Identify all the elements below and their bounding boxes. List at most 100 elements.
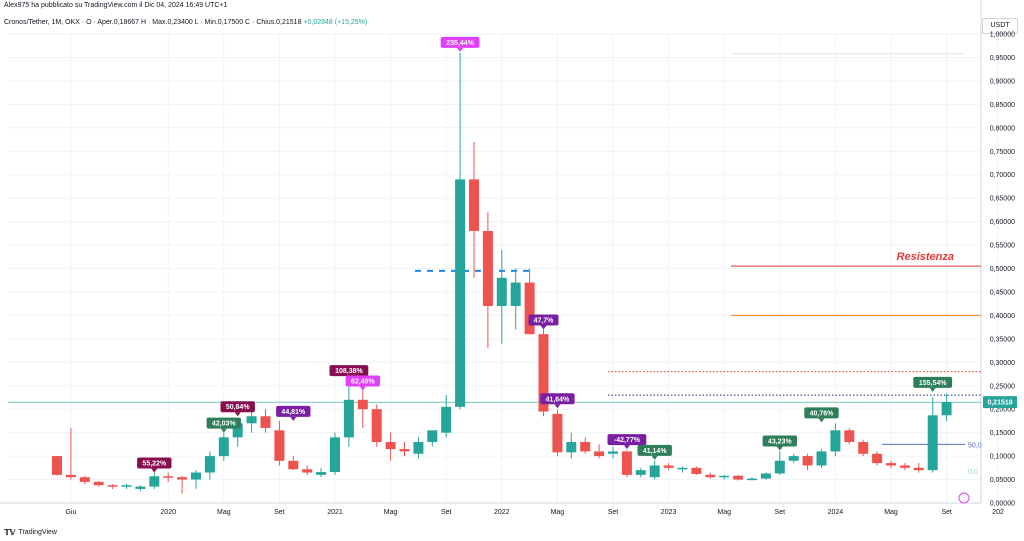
annotation-pointer [220, 428, 227, 433]
candle-body [677, 467, 688, 470]
change-value: +0,02848 (+15,25%) [303, 19, 368, 26]
candle-body [52, 456, 62, 475]
candle-body [816, 451, 827, 466]
time-tick-label: Mag [384, 509, 398, 516]
close-value: C · Chius.0,21518 [245, 19, 302, 26]
price-tick-label: 0,40000 [990, 313, 1015, 320]
candle-body [830, 430, 841, 452]
candle-body [886, 463, 896, 466]
annotation-label: 40,76% [810, 410, 835, 417]
candle-body [719, 475, 730, 478]
time-tick-label: 2022 [494, 509, 510, 516]
price-tick-label: 0,25000 [990, 383, 1015, 390]
annotation-pointer [623, 445, 630, 450]
candle-body [469, 179, 479, 231]
price-tick-label: 0,70000 [990, 172, 1015, 179]
price-tick-label: 0,90000 [990, 78, 1015, 85]
candle-body [496, 277, 507, 307]
candle-body [232, 423, 243, 438]
candle-body [747, 478, 757, 481]
candles [52, 52, 952, 494]
annotation-badge [206, 417, 241, 429]
candle-body [594, 451, 605, 457]
open-value: O · Aper.0,18667 [86, 19, 140, 26]
price-tick-label: 0,55000 [990, 243, 1015, 250]
annotation-label: 44,81% [281, 409, 306, 416]
candle-body [274, 430, 285, 461]
annotation-badge [528, 314, 559, 326]
annotation-label: 55,22% [142, 461, 167, 468]
annotation-pointer [234, 412, 241, 417]
candle-body [427, 430, 438, 443]
annotation-pointer [554, 404, 561, 409]
price-tick-label: 0,95000 [990, 55, 1015, 62]
time-tick-label: Mag [217, 509, 231, 516]
annotation-pointer [151, 468, 158, 473]
current-price-label: 0,21518 [987, 400, 1012, 407]
candle-body [538, 334, 549, 412]
annotation-pointer [457, 47, 464, 52]
annotation-label: 50,84% [226, 404, 251, 411]
annotation-label: -42,77% [614, 437, 641, 444]
candle-body [93, 481, 104, 486]
price-tick-label: 0,65000 [990, 196, 1015, 203]
low-value: L · Min.0,17500 [194, 19, 244, 26]
price-tick-label: 0,75000 [990, 149, 1015, 156]
horizontal-levels: Resistenza [8, 53, 981, 445]
candle-body [218, 437, 229, 457]
candle-body [872, 453, 883, 464]
annotation-pointer [818, 418, 825, 423]
candle-body [204, 456, 215, 473]
price-tick-label: 0,05000 [990, 477, 1015, 484]
annotation-label: 155,54% [919, 380, 947, 387]
time-tick-label: Set [274, 509, 285, 516]
candle-body [899, 465, 910, 468]
currency-button[interactable]: USDT [982, 18, 1018, 34]
tradingview-logo[interactable]: 𝕋𝕍 [4, 528, 16, 537]
annotation-badge [913, 376, 953, 388]
price-tick-label: 1,00000 [990, 32, 1015, 39]
ohlc-legend: Cronos/Tether, 1M, OKX · O · Aper.0,1866… [4, 19, 368, 26]
annotation-label: 42,03% [212, 421, 237, 428]
candle-body [524, 282, 535, 335]
time-tick-label: 202 [992, 509, 1004, 516]
price-tick-label: 0,00000 [990, 501, 1015, 508]
time-tick-label: 2023 [661, 509, 677, 516]
price-tick-label: 0,30000 [990, 360, 1015, 367]
candle-body [385, 442, 396, 450]
candle-body [163, 476, 174, 478]
candle-body [844, 430, 855, 443]
annotation-badge [804, 407, 839, 419]
candle-body [510, 282, 521, 307]
candle-body [413, 442, 424, 454]
candle-body [927, 415, 938, 471]
candle-body [705, 474, 716, 478]
annotation-pointer [359, 386, 366, 391]
symbol-label: Cronos/Tether, 1M, OKX [4, 19, 80, 26]
time-tick-label: Giu [65, 509, 76, 516]
lightning-icon[interactable] [958, 492, 970, 504]
time-tick-label: Mag [717, 509, 731, 516]
annotation-label: 43,23% [768, 438, 793, 445]
candle-body [316, 472, 327, 475]
candle-body [371, 409, 382, 443]
price-tick-label: 0,85000 [990, 102, 1015, 109]
small-label: 50,0 [968, 442, 982, 449]
candle-body [760, 473, 771, 479]
candle-body [343, 399, 354, 438]
time-tick-label: Mag [884, 509, 898, 516]
annotation-pointer [651, 455, 658, 460]
candle-body [621, 451, 632, 475]
candle-body [399, 449, 410, 452]
annotation-label: 108,38% [335, 368, 363, 375]
resistance-label: Resistenza [897, 251, 954, 263]
annotation-label: 47,7% [534, 317, 555, 324]
annotation-badge [637, 444, 672, 456]
grid [0, 0, 999, 504]
price-tick-label: 0,80000 [990, 125, 1015, 132]
annotation-badge [345, 375, 380, 387]
footer: 𝕋𝕍 TradingView [4, 528, 57, 537]
time-tick-label: 2021 [327, 509, 343, 516]
annotation-badge [276, 405, 311, 417]
